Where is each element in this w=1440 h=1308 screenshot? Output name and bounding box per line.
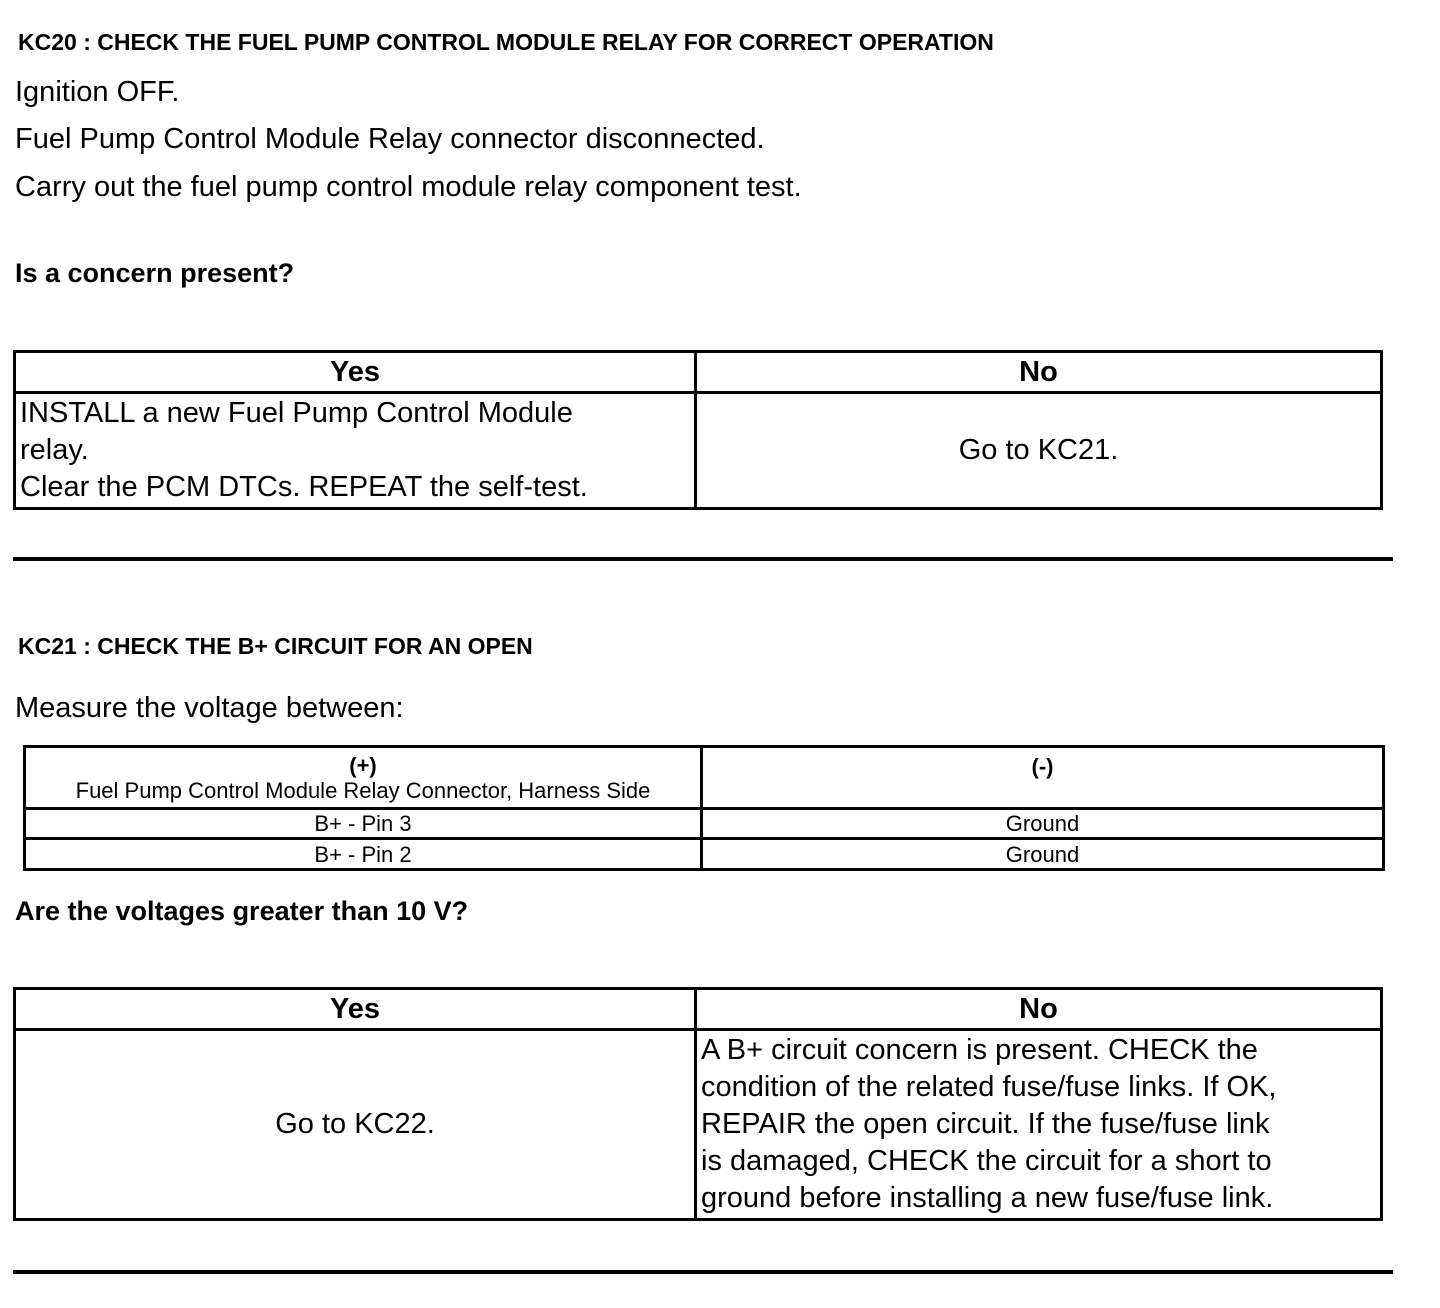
yes-line: Clear the PCM DTCs. REPEAT the self-test… <box>20 471 588 503</box>
no-cell: Go to KC21. <box>694 391 1383 510</box>
no-header: No <box>694 987 1383 1031</box>
kc21-instruction: Measure the voltage between: <box>15 692 404 724</box>
pos-header: (+) Fuel Pump Control Module Relay Conne… <box>23 745 703 810</box>
no-line: is damaged, CHECK the circuit for a shor… <box>701 1145 1272 1177</box>
pos-header-sign: (+) <box>349 752 377 778</box>
measure-table: (+) Fuel Pump Control Module Relay Conne… <box>23 745 1385 871</box>
yes-cell: Go to KC22. <box>13 1028 697 1221</box>
yes-header: Yes <box>13 350 697 394</box>
pos-cell: B+ - Pin 2 <box>23 837 703 871</box>
yes-cell: INSTALL a new Fuel Pump Control Module r… <box>13 391 697 510</box>
pos-cell: B+ - Pin 3 <box>23 807 703 840</box>
kc20-step: Fuel Pump Control Module Relay connector… <box>15 123 765 155</box>
no-line: A B+ circuit concern is present. CHECK t… <box>701 1034 1258 1066</box>
kc20-result-table: Yes No INSTALL a new Fuel Pump Control M… <box>13 350 1383 510</box>
neg-header: (-) <box>700 745 1385 810</box>
kc21-result-table: Yes No Go to KC22. A B+ circuit concern … <box>13 987 1383 1221</box>
no-header: No <box>694 350 1383 394</box>
section-divider <box>13 1270 1393 1274</box>
neg-cell: Ground <box>700 837 1385 871</box>
kc20-step: Ignition OFF. <box>15 76 180 108</box>
no-cell: A B+ circuit concern is present. CHECK t… <box>694 1028 1383 1221</box>
yes-line: relay. <box>20 434 89 466</box>
section-divider <box>13 557 1393 561</box>
kc20-heading: KC20 : CHECK THE FUEL PUMP CONTROL MODUL… <box>18 29 994 55</box>
yes-header: Yes <box>13 987 697 1031</box>
no-line: condition of the related fuse/fuse links… <box>701 1071 1277 1103</box>
kc20-question: Is a concern present? <box>15 258 295 288</box>
no-line: REPAIR the open circuit. If the fuse/fus… <box>701 1108 1270 1140</box>
kc21-question: Are the voltages greater than 10 V? <box>15 896 469 926</box>
kc20-step: Carry out the fuel pump control module r… <box>15 171 802 203</box>
no-line: ground before installing a new fuse/fuse… <box>701 1182 1274 1214</box>
neg-cell: Ground <box>700 807 1385 840</box>
kc21-heading: KC21 : CHECK THE B+ CIRCUIT FOR AN OPEN <box>18 633 533 659</box>
yes-line: INSTALL a new Fuel Pump Control Module <box>20 397 573 429</box>
pos-header-label: Fuel Pump Control Module Relay Connector… <box>75 777 651 803</box>
